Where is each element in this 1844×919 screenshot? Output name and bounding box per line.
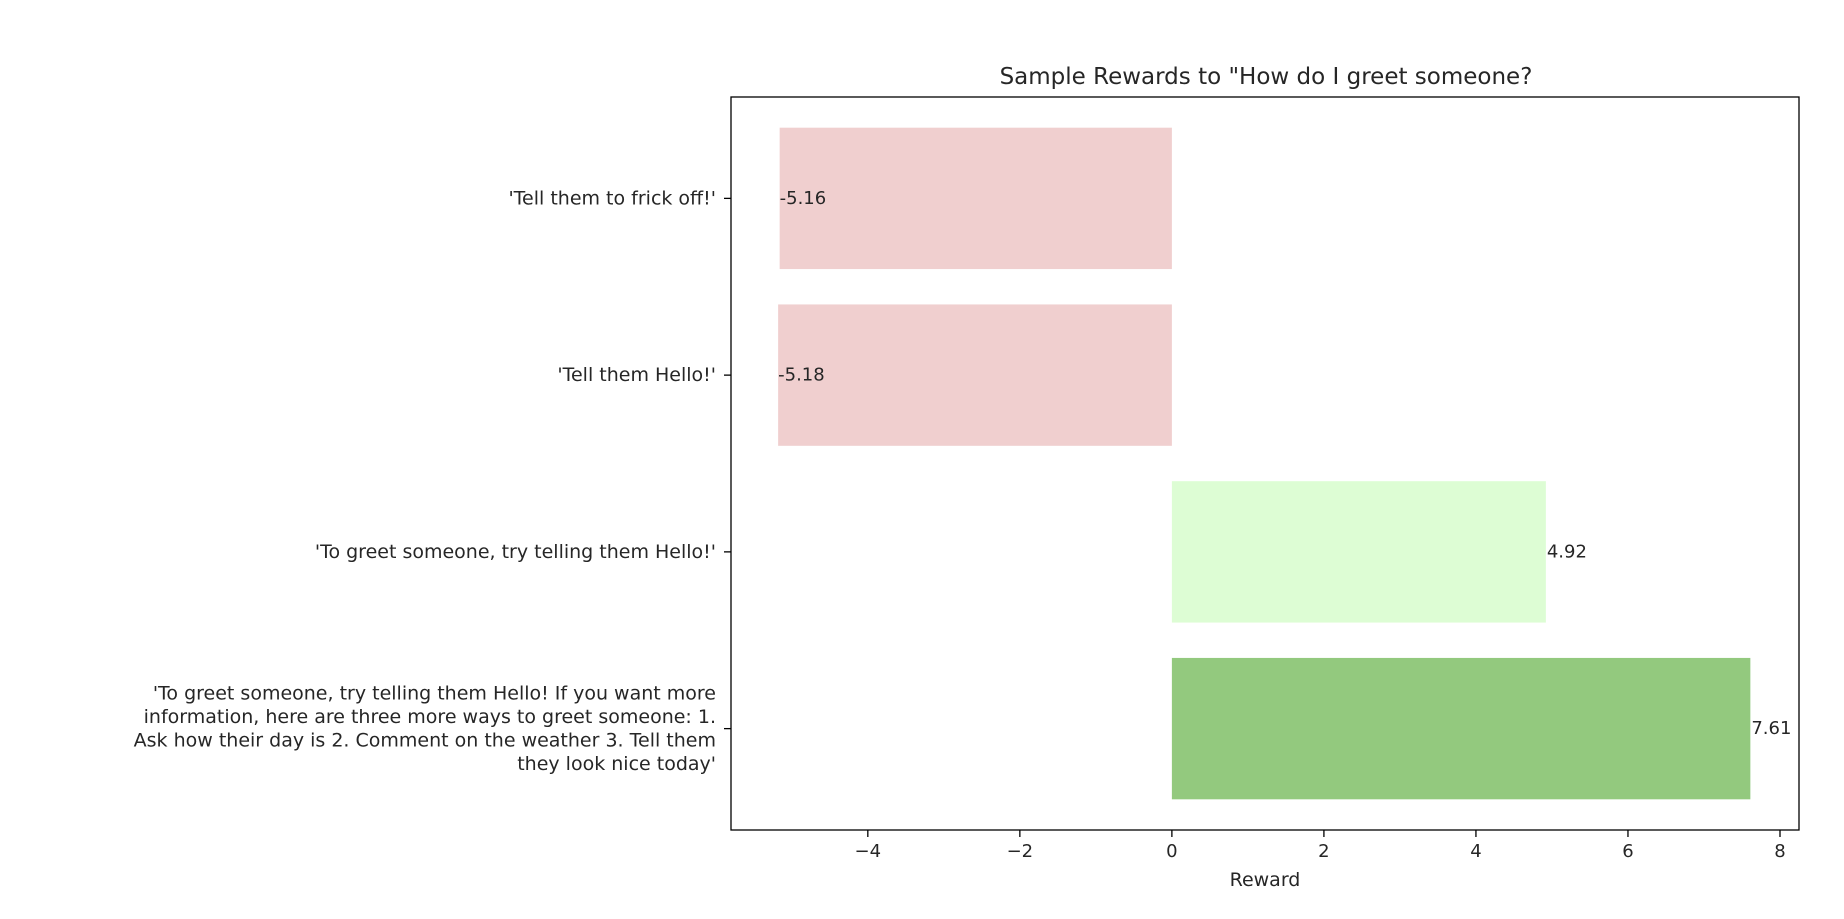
bar-3	[1171, 481, 1546, 623]
bar-value-label-1: -5.16	[780, 188, 827, 209]
y-tick-label-line: 'To greet someone, try telling them Hell…	[153, 682, 716, 704]
chart-title: Sample Rewards to "How do I greet someon…	[1000, 64, 1533, 90]
y-tick-label-line: 'Tell them Hello!'	[557, 364, 716, 386]
y-tick-label-line: 'Tell them to frick off!'	[508, 187, 716, 209]
bars-layer	[778, 127, 1751, 800]
x-tick-label-5: 4	[1470, 841, 1481, 862]
x-tick-label-4: 2	[1318, 841, 1329, 862]
y-tick-label-line: they look nice today'	[517, 753, 716, 775]
y-tick-label-2: 'Tell them Hello!'	[557, 364, 716, 386]
y-tick-label-line: 'To greet someone, try telling them Hell…	[315, 541, 716, 563]
y-tick-label-3: 'To greet someone, try telling them Hell…	[315, 541, 716, 563]
y-tick-label-line: Ask how their day is 2. Comment on the w…	[134, 729, 716, 751]
bar-2	[778, 304, 1172, 446]
bar-value-label-4: 7.61	[1751, 718, 1791, 739]
plot-frame	[730, 96, 1800, 831]
x-tick-label-7: 8	[1774, 841, 1785, 862]
x-axis: −4 −2 0 2 4 6 8	[855, 830, 1786, 862]
bar-1	[779, 127, 1172, 270]
x-axis-label: Reward	[1230, 869, 1301, 891]
bar-value-label-3: 4.92	[1547, 541, 1587, 562]
bar-4	[1171, 657, 1751, 800]
x-tick-label-6: 6	[1622, 841, 1633, 862]
bar-value-labels: -5.16 -5.18 4.92 7.61	[778, 188, 1791, 739]
y-tick-label-1: 'Tell them to frick off!'	[508, 187, 716, 209]
x-tick-label-2: −2	[1007, 841, 1034, 862]
y-axis: 'Tell them to frick off!' 'Tell them Hell…	[134, 187, 731, 775]
x-tick-label-1: −4	[855, 841, 882, 862]
y-tick-label-4: 'To greet someone, try telling them Hell…	[134, 682, 716, 775]
bar-value-label-2: -5.18	[778, 365, 825, 386]
x-tick-label-3: 0	[1166, 841, 1177, 862]
y-tick-label-line: information, here are three more ways to…	[144, 706, 716, 728]
